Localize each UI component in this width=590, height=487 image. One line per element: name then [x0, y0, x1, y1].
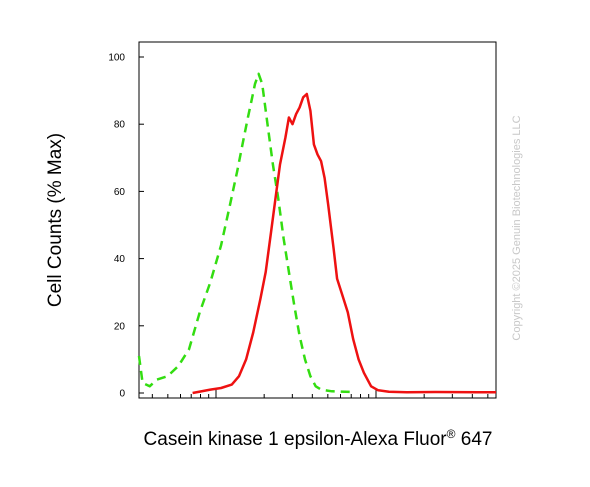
x-axis-title-suffix: 647 — [455, 429, 492, 450]
x-axis-ticks — [151, 390, 489, 398]
y-axis-ticks: 0 20 40 60 80 100 — [108, 53, 144, 400]
series-line-dashed-green — [137, 72, 354, 394]
y-axis-title: Cell Counts (% Max) — [45, 133, 66, 307]
x-axis-title-superscript: ® — [447, 427, 456, 441]
series-layer — [137, 72, 496, 395]
y-tick-label: 60 — [114, 187, 126, 198]
x-axis-title-main: Casein kinase 1 epsilon-Alexa Fluor — [144, 429, 448, 450]
copyright-watermark: Copyright ©2025 Genuin Biotechnologies L… — [511, 115, 523, 340]
y-tick-label: 80 — [114, 120, 126, 131]
x-axis-title: Casein kinase 1 epsilon-Alexa Fluor® 647 — [144, 427, 493, 450]
y-tick-label: 0 — [119, 389, 125, 400]
plot-frame — [138, 41, 497, 399]
y-tick-label: 40 — [114, 254, 126, 265]
series-line-solid-red — [192, 92, 496, 395]
y-tick-label: 20 — [114, 321, 126, 332]
y-tick-label: 100 — [108, 53, 125, 64]
